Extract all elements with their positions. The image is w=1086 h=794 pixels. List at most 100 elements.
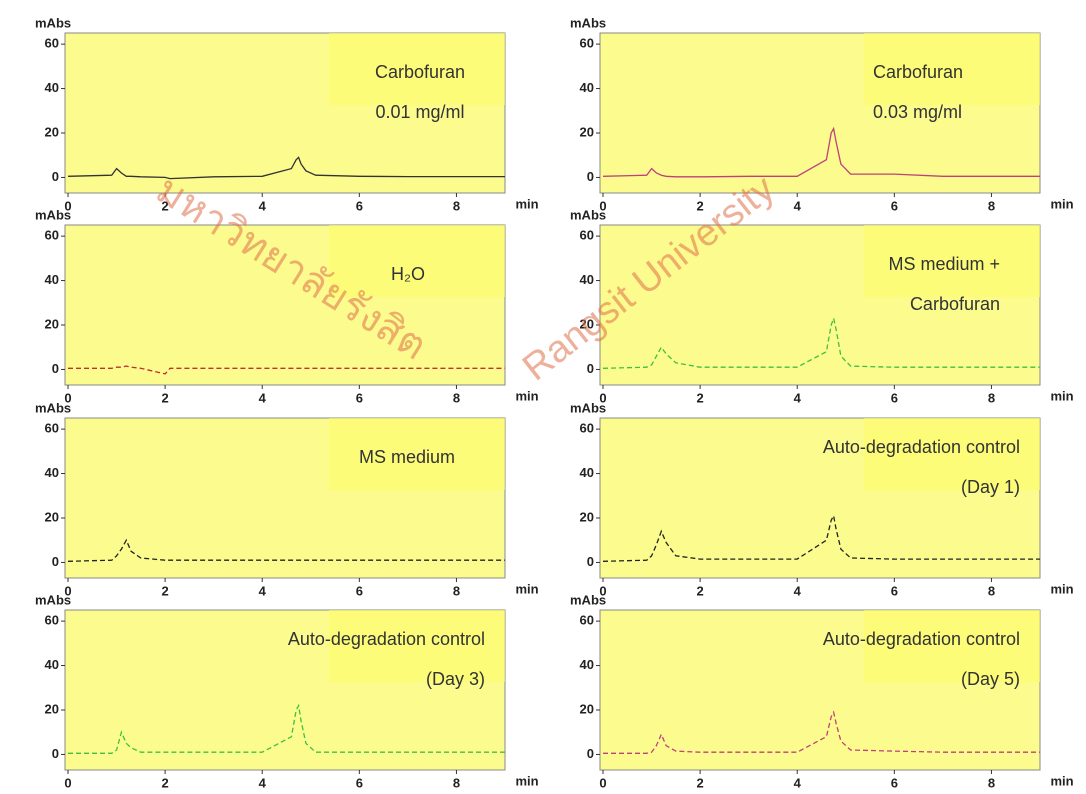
y-tick-label: 40 — [580, 465, 594, 480]
annotation: MS medium + — [888, 254, 1000, 274]
x-tick-label: 0 — [599, 390, 606, 405]
y-tick-label: 60 — [45, 36, 59, 51]
y-axis-label: mAbs — [570, 592, 606, 607]
x-axis-label: min — [515, 196, 538, 211]
x-tick-label: 6 — [891, 198, 898, 213]
y-tick-label: 0 — [52, 361, 59, 376]
x-tick-label: 6 — [891, 775, 898, 790]
x-axis-label: min — [1050, 581, 1073, 596]
y-tick-label: 40 — [45, 465, 59, 480]
x-tick-label: 8 — [453, 775, 460, 790]
x-axis-label: min — [1050, 773, 1073, 788]
y-axis-label: mAbs — [35, 15, 71, 30]
y-tick-label: 60 — [580, 613, 594, 628]
x-tick-label: 8 — [453, 390, 460, 405]
y-tick-label: 20 — [45, 316, 59, 331]
annotation: Carbofuran — [873, 62, 963, 82]
y-tick-label: 0 — [52, 746, 59, 761]
x-tick-label: 4 — [259, 390, 267, 405]
y-axis-label: mAbs — [35, 592, 71, 607]
y-tick-label: 20 — [45, 701, 59, 716]
y-tick-label: 40 — [580, 272, 594, 287]
y-tick-label: 20 — [580, 701, 594, 716]
x-tick-label: 8 — [453, 198, 460, 213]
y-tick-label: 40 — [580, 80, 594, 95]
series-line — [67, 538, 505, 562]
x-tick-label: 0 — [64, 390, 71, 405]
x-tick-label: 4 — [794, 775, 802, 790]
plot-band — [329, 225, 505, 297]
y-tick-label: 20 — [45, 124, 59, 139]
series-line — [68, 703, 505, 754]
y-tick-label: 40 — [580, 657, 594, 672]
x-tick-label: 4 — [794, 198, 802, 213]
x-tick-label: 4 — [259, 198, 267, 213]
x-tick-label: 6 — [891, 583, 898, 598]
x-tick-label: 4 — [259, 775, 267, 790]
y-tick-label: 60 — [45, 421, 59, 436]
x-tick-label: 4 — [794, 583, 802, 598]
x-tick-label: 8 — [453, 583, 460, 598]
plot-band — [864, 610, 1040, 682]
x-tick-label: 6 — [356, 583, 363, 598]
y-tick-label: 0 — [52, 554, 59, 569]
y-axis-label: mAbs — [570, 207, 606, 222]
y-tick-label: 40 — [45, 657, 59, 672]
plot-band — [329, 418, 505, 490]
x-tick-label: 2 — [161, 390, 168, 405]
x-tick-label: 8 — [988, 390, 995, 405]
x-tick-label: 8 — [988, 775, 995, 790]
x-axis-label: min — [515, 388, 538, 403]
series-line — [68, 365, 505, 375]
x-tick-label: 2 — [161, 198, 168, 213]
annotation: Carbofuran — [910, 294, 1000, 314]
x-tick-label: 2 — [161, 775, 168, 790]
x-tick-label: 6 — [356, 198, 363, 213]
x-tick-label: 4 — [259, 583, 267, 598]
series-line — [602, 126, 1040, 178]
x-tick-label: 2 — [696, 198, 703, 213]
annotation: Auto-degradation control — [823, 629, 1020, 649]
plot-band — [329, 610, 505, 682]
annotation: 0.01 mg/ml — [375, 102, 464, 122]
annotation: (Day 5) — [961, 669, 1020, 689]
series-line — [67, 156, 505, 180]
annotation: H₂O — [391, 264, 425, 284]
x-tick-label: 6 — [891, 390, 898, 405]
y-axis-label: mAbs — [35, 400, 71, 415]
y-axis-label: mAbs — [570, 400, 606, 415]
y-tick-label: 60 — [45, 613, 59, 628]
y-tick-label: 20 — [580, 316, 594, 331]
annotation: Carbofuran — [375, 62, 465, 82]
y-axis-label: mAbs — [35, 207, 71, 222]
y-tick-label: 20 — [45, 509, 59, 524]
x-tick-label: 8 — [988, 198, 995, 213]
series-line — [603, 710, 1040, 754]
y-axis-label: mAbs — [570, 15, 606, 30]
x-tick-label: 2 — [696, 775, 703, 790]
y-tick-label: 0 — [587, 361, 594, 376]
x-tick-label: 6 — [356, 390, 363, 405]
x-tick-label: 8 — [988, 583, 995, 598]
y-tick-label: 60 — [580, 36, 594, 51]
y-tick-label: 20 — [580, 124, 594, 139]
plot-band — [864, 33, 1040, 105]
x-tick-label: 6 — [356, 775, 363, 790]
x-tick-label: 0 — [599, 583, 606, 598]
x-tick-label: 0 — [64, 583, 71, 598]
x-tick-label: 2 — [161, 583, 168, 598]
x-tick-label: 4 — [794, 390, 802, 405]
y-tick-label: 0 — [52, 169, 59, 184]
plot-band — [329, 33, 505, 105]
y-tick-label: 0 — [587, 746, 594, 761]
y-tick-label: 60 — [45, 228, 59, 243]
x-axis-label: min — [1050, 196, 1073, 211]
annotation: 0.03 mg/ml — [873, 102, 962, 122]
y-tick-label: 40 — [45, 272, 59, 287]
x-axis-label: min — [515, 581, 538, 596]
annotation: (Day 3) — [426, 669, 485, 689]
x-axis-label: min — [515, 773, 538, 788]
x-tick-label: 0 — [599, 775, 606, 790]
